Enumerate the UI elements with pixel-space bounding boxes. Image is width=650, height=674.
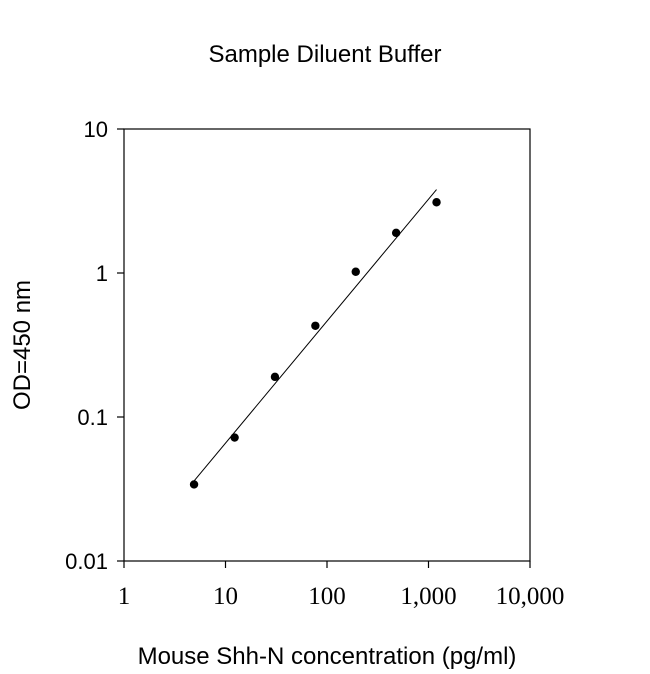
fit-layer: [193, 189, 437, 482]
y-tick-label: 0.01: [65, 549, 108, 574]
fit-line: [193, 189, 437, 482]
y-tick-label: 10: [84, 117, 108, 142]
data-point: [351, 267, 360, 276]
x-axis-label: Mouse Shh-N concentration (pg/ml): [138, 643, 517, 670]
plot-frame: [123, 128, 531, 562]
y-tick-label: 1: [96, 261, 108, 286]
data-point: [270, 372, 280, 382]
data-point: [391, 228, 401, 238]
points-layer: [189, 198, 441, 489]
y-axis-label: OD=450 nm: [9, 280, 36, 410]
x-tick-label: 100: [308, 583, 346, 610]
x-axis: 1 10 100 1,000 10,000: [118, 561, 565, 610]
data-point: [189, 480, 199, 489]
x-tick-label: 1: [118, 583, 131, 610]
y-tick-label: 0.1: [77, 405, 108, 430]
data-point: [230, 433, 239, 442]
x-tick-label: 10,000: [496, 583, 565, 610]
x-tick-label: 1,000: [400, 583, 456, 610]
x-tick-label: 10: [213, 583, 238, 610]
data-point: [311, 321, 320, 330]
data-point: [432, 198, 441, 207]
y-axis: 0.01 0.1 1 10: [65, 117, 124, 574]
chart-title: Sample Diluent Buffer: [208, 41, 441, 68]
